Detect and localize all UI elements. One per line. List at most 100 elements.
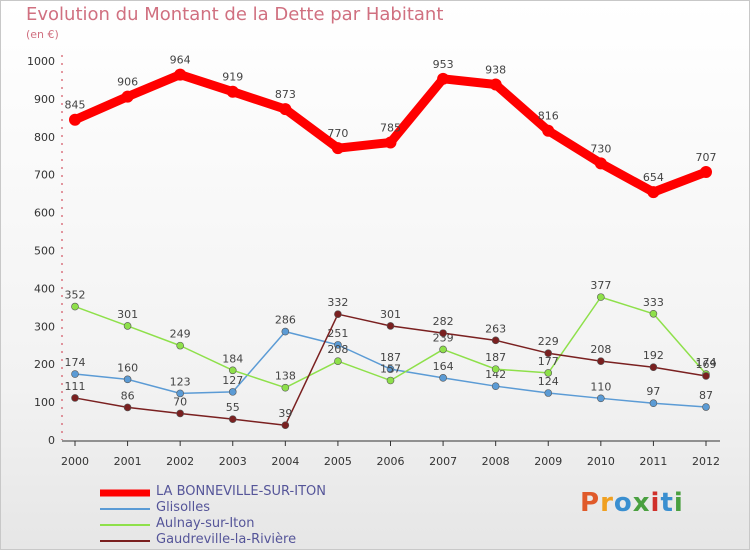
- data-point: [437, 72, 450, 85]
- data-label: 127: [222, 374, 243, 387]
- y-tick-label: 600: [34, 207, 55, 220]
- data-point: [544, 369, 553, 377]
- data-label: 111: [65, 380, 86, 393]
- data-label: 169: [696, 358, 717, 371]
- data-point: [649, 309, 658, 318]
- data-point: [542, 124, 555, 137]
- x-tick-label: 2004: [271, 455, 299, 468]
- data-label: 192: [643, 349, 664, 362]
- data-point: [123, 322, 132, 330]
- data-label: 187: [485, 351, 506, 364]
- data-label: 174: [65, 356, 86, 369]
- data-label: 301: [117, 308, 138, 321]
- data-label: 286: [275, 314, 296, 327]
- data-point: [279, 103, 292, 116]
- data-label: 70: [173, 395, 187, 408]
- x-tick-label: 2012: [692, 455, 720, 468]
- data-label: 142: [485, 368, 506, 381]
- data-point: [71, 302, 79, 311]
- y-tick-label: 100: [34, 396, 55, 409]
- data-point: [226, 85, 239, 98]
- data-point: [700, 166, 712, 179]
- data-point: [384, 136, 397, 149]
- data-label: 938: [485, 63, 506, 76]
- data-label: 906: [117, 76, 138, 89]
- data-point: [176, 341, 184, 350]
- data-label: 174: [696, 356, 717, 369]
- data-label: 39: [278, 407, 292, 420]
- y-tick-label: 700: [34, 169, 55, 182]
- data-label: 97: [646, 385, 660, 398]
- legend-swatch: [100, 524, 150, 526]
- legend-swatch: [100, 489, 150, 497]
- data-point: [647, 186, 660, 199]
- chart-subtitle: (en €): [26, 28, 59, 41]
- data-point: [439, 345, 447, 354]
- x-tick-label: 2005: [324, 455, 352, 468]
- proxiti-logo: Proxiti: [580, 488, 684, 518]
- data-point: [491, 336, 500, 345]
- data-point: [649, 399, 658, 408]
- data-label: 208: [590, 343, 611, 356]
- data-point: [544, 389, 553, 397]
- data-label: 873: [275, 88, 296, 101]
- x-tick-label: 2002: [166, 455, 194, 468]
- y-tick-label: 1000: [27, 55, 55, 68]
- data-label: 229: [538, 335, 559, 348]
- data-label: 301: [380, 308, 401, 321]
- data-point: [176, 409, 184, 418]
- data-label: 177: [538, 355, 559, 368]
- data-point: [439, 374, 447, 382]
- data-label: 249: [170, 328, 191, 341]
- data-point: [69, 113, 81, 126]
- x-tick-label: 2007: [429, 455, 457, 468]
- chart-title: Evolution du Montant de la Dette par Hab…: [26, 4, 444, 25]
- data-point: [491, 365, 500, 373]
- y-tick-label: 200: [34, 358, 55, 371]
- data-label: 124: [538, 375, 559, 388]
- legend-swatch: [100, 540, 150, 542]
- data-label: 654: [643, 171, 664, 184]
- data-point: [334, 310, 342, 318]
- data-point: [597, 394, 605, 403]
- data-point: [334, 341, 342, 349]
- data-label: 730: [590, 142, 611, 155]
- data-label: 816: [538, 110, 559, 123]
- data-label: 160: [117, 361, 138, 374]
- data-point: [281, 327, 290, 336]
- data-point: [281, 421, 290, 430]
- x-tick-label: 2009: [534, 455, 562, 468]
- data-point: [594, 157, 607, 170]
- data-point: [71, 394, 79, 402]
- y-tick-label: 300: [34, 320, 55, 333]
- data-label: 110: [590, 380, 611, 393]
- data-label: 953: [433, 58, 454, 71]
- data-point: [281, 383, 290, 392]
- data-label: 263: [485, 322, 506, 335]
- data-point: [331, 142, 344, 155]
- data-point: [544, 349, 553, 358]
- y-tick-label: 400: [34, 282, 55, 295]
- data-point: [174, 68, 187, 81]
- data-point: [123, 403, 132, 412]
- data-point: [702, 403, 710, 411]
- data-label: 785: [380, 121, 401, 134]
- data-label: 208: [327, 343, 348, 356]
- data-label: 770: [327, 127, 348, 140]
- data-point: [702, 372, 710, 380]
- data-point: [386, 322, 395, 330]
- data-label: 55: [226, 401, 240, 414]
- x-tick-label: 2010: [587, 455, 615, 468]
- x-tick-label: 2001: [114, 455, 142, 468]
- legend-swatch: [100, 508, 150, 510]
- data-point: [597, 357, 605, 365]
- data-point: [649, 363, 658, 372]
- data-label: 251: [327, 327, 348, 340]
- data-label: 187: [380, 351, 401, 364]
- data-point: [597, 293, 605, 301]
- data-label: 919: [222, 71, 243, 84]
- data-label: 333: [643, 296, 664, 309]
- data-label: 184: [222, 352, 243, 365]
- x-tick-label: 2011: [639, 455, 667, 468]
